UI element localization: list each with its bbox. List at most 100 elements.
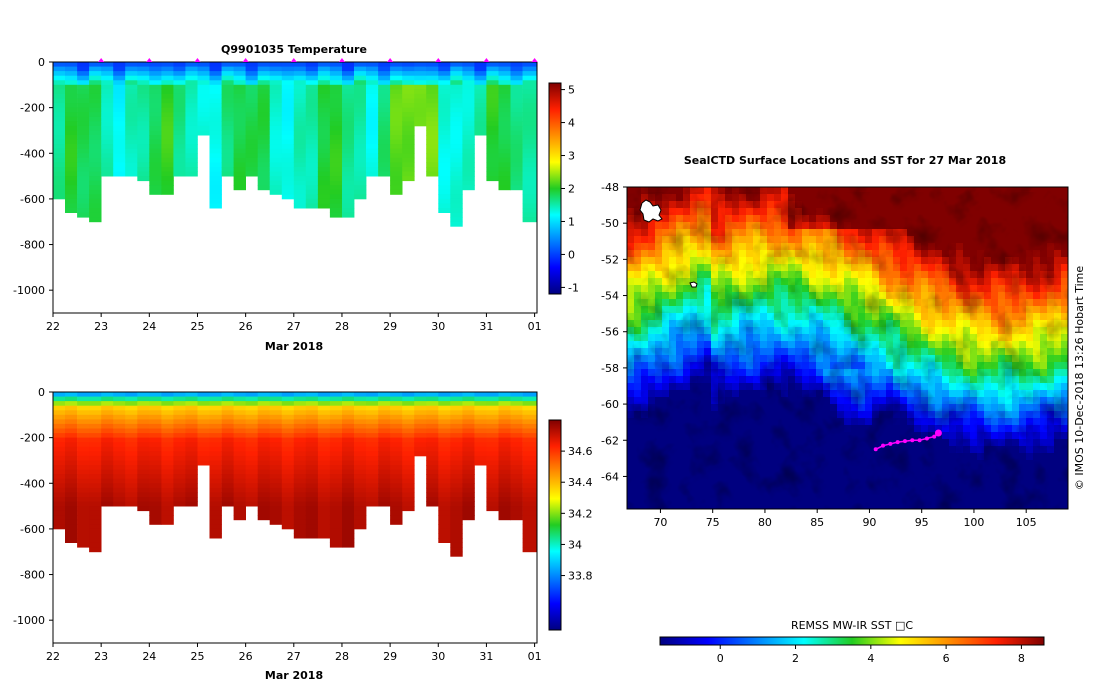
section-cell [378,501,391,507]
section-cell [149,107,162,113]
section-cell [366,112,379,118]
section-cell [77,538,90,543]
section-cell [221,396,234,402]
section-cell [305,428,319,434]
section-cell [293,89,307,95]
section-cell [113,103,126,109]
section-cell [450,401,463,407]
section-cell [185,437,198,443]
section-cell [245,62,258,67]
section-cell [137,492,150,498]
section-cell [197,84,210,90]
section-cell [161,501,174,507]
section-cell [161,167,174,172]
section-cell [245,428,258,434]
section-cell [221,103,234,109]
section-cell [149,510,162,516]
section-cell [269,414,283,420]
section-cell [438,451,451,457]
section-cell [149,405,162,411]
section-cell [89,510,102,516]
section-cell [426,139,439,145]
section-cell [426,62,439,67]
section-cell [354,497,367,502]
section-cell [161,510,174,516]
section-cell [185,414,198,420]
section-cell [293,506,307,512]
section-cell [65,528,78,534]
section-cell [390,419,403,425]
section-cell [366,62,379,67]
section-cell [221,89,234,95]
section-cell [65,180,78,186]
section-cell [137,428,150,434]
section-cell [462,144,475,150]
section-cell [89,89,102,95]
section-cell [53,176,66,182]
section-cell [113,423,126,429]
section-cell [101,171,114,177]
section-cell [342,189,355,195]
section-cell [378,66,391,72]
section-cell [390,171,403,177]
x-tick-label: 01 [528,320,542,333]
section-cell [510,501,523,507]
section-cell [233,497,246,502]
section-cell [173,497,186,502]
section-cell [342,446,355,452]
section-cell [101,93,114,99]
section-cell [245,423,258,429]
salinity-x-axis: 22 23 24 25 26 27 28 29 30 31 01 [46,643,542,663]
section-cell [329,423,343,429]
section-cell [65,519,78,525]
section-cell [522,198,538,204]
section-cell [366,116,379,122]
section-cell [233,153,246,159]
section-cell [233,80,246,86]
section-cell [402,84,415,90]
section-cell [101,84,114,90]
section-cell [65,396,78,402]
section-cell [53,80,66,86]
section-cell [450,524,463,530]
section-cell [426,428,439,434]
section-cell [402,71,415,77]
section-cell [245,157,258,163]
section-cell [65,144,78,150]
section-cell [293,80,307,86]
section-cell [354,171,367,177]
section-cell [426,112,439,118]
section-cell [305,103,319,109]
section-cell [426,98,439,104]
section-cell [414,405,427,411]
section-cell [53,112,66,118]
section-cell [269,71,283,77]
section-cell [474,405,487,411]
section-cell [281,524,295,530]
section-cell [462,125,475,131]
section-cell [390,189,403,195]
section-cell [462,460,475,466]
section-cell [125,401,138,407]
section-cell [269,157,283,163]
section-cell [438,112,451,118]
section-cell [450,551,463,557]
section-cell [137,75,150,81]
section-cell [269,474,283,480]
section-cell [438,189,451,195]
section-cell [486,501,499,507]
section-cell [89,93,102,99]
section-cell [209,506,222,512]
section-cell [450,153,463,159]
section-cell [450,167,463,172]
section-cell [378,171,391,177]
section-cell [522,510,538,516]
section-cell [281,405,295,411]
section-cell [221,148,234,154]
section-cell [245,474,258,480]
section-cell [486,446,499,452]
section-cell [522,171,538,177]
section-cell [257,66,271,72]
section-cell [53,506,66,512]
section-cell [257,497,271,502]
